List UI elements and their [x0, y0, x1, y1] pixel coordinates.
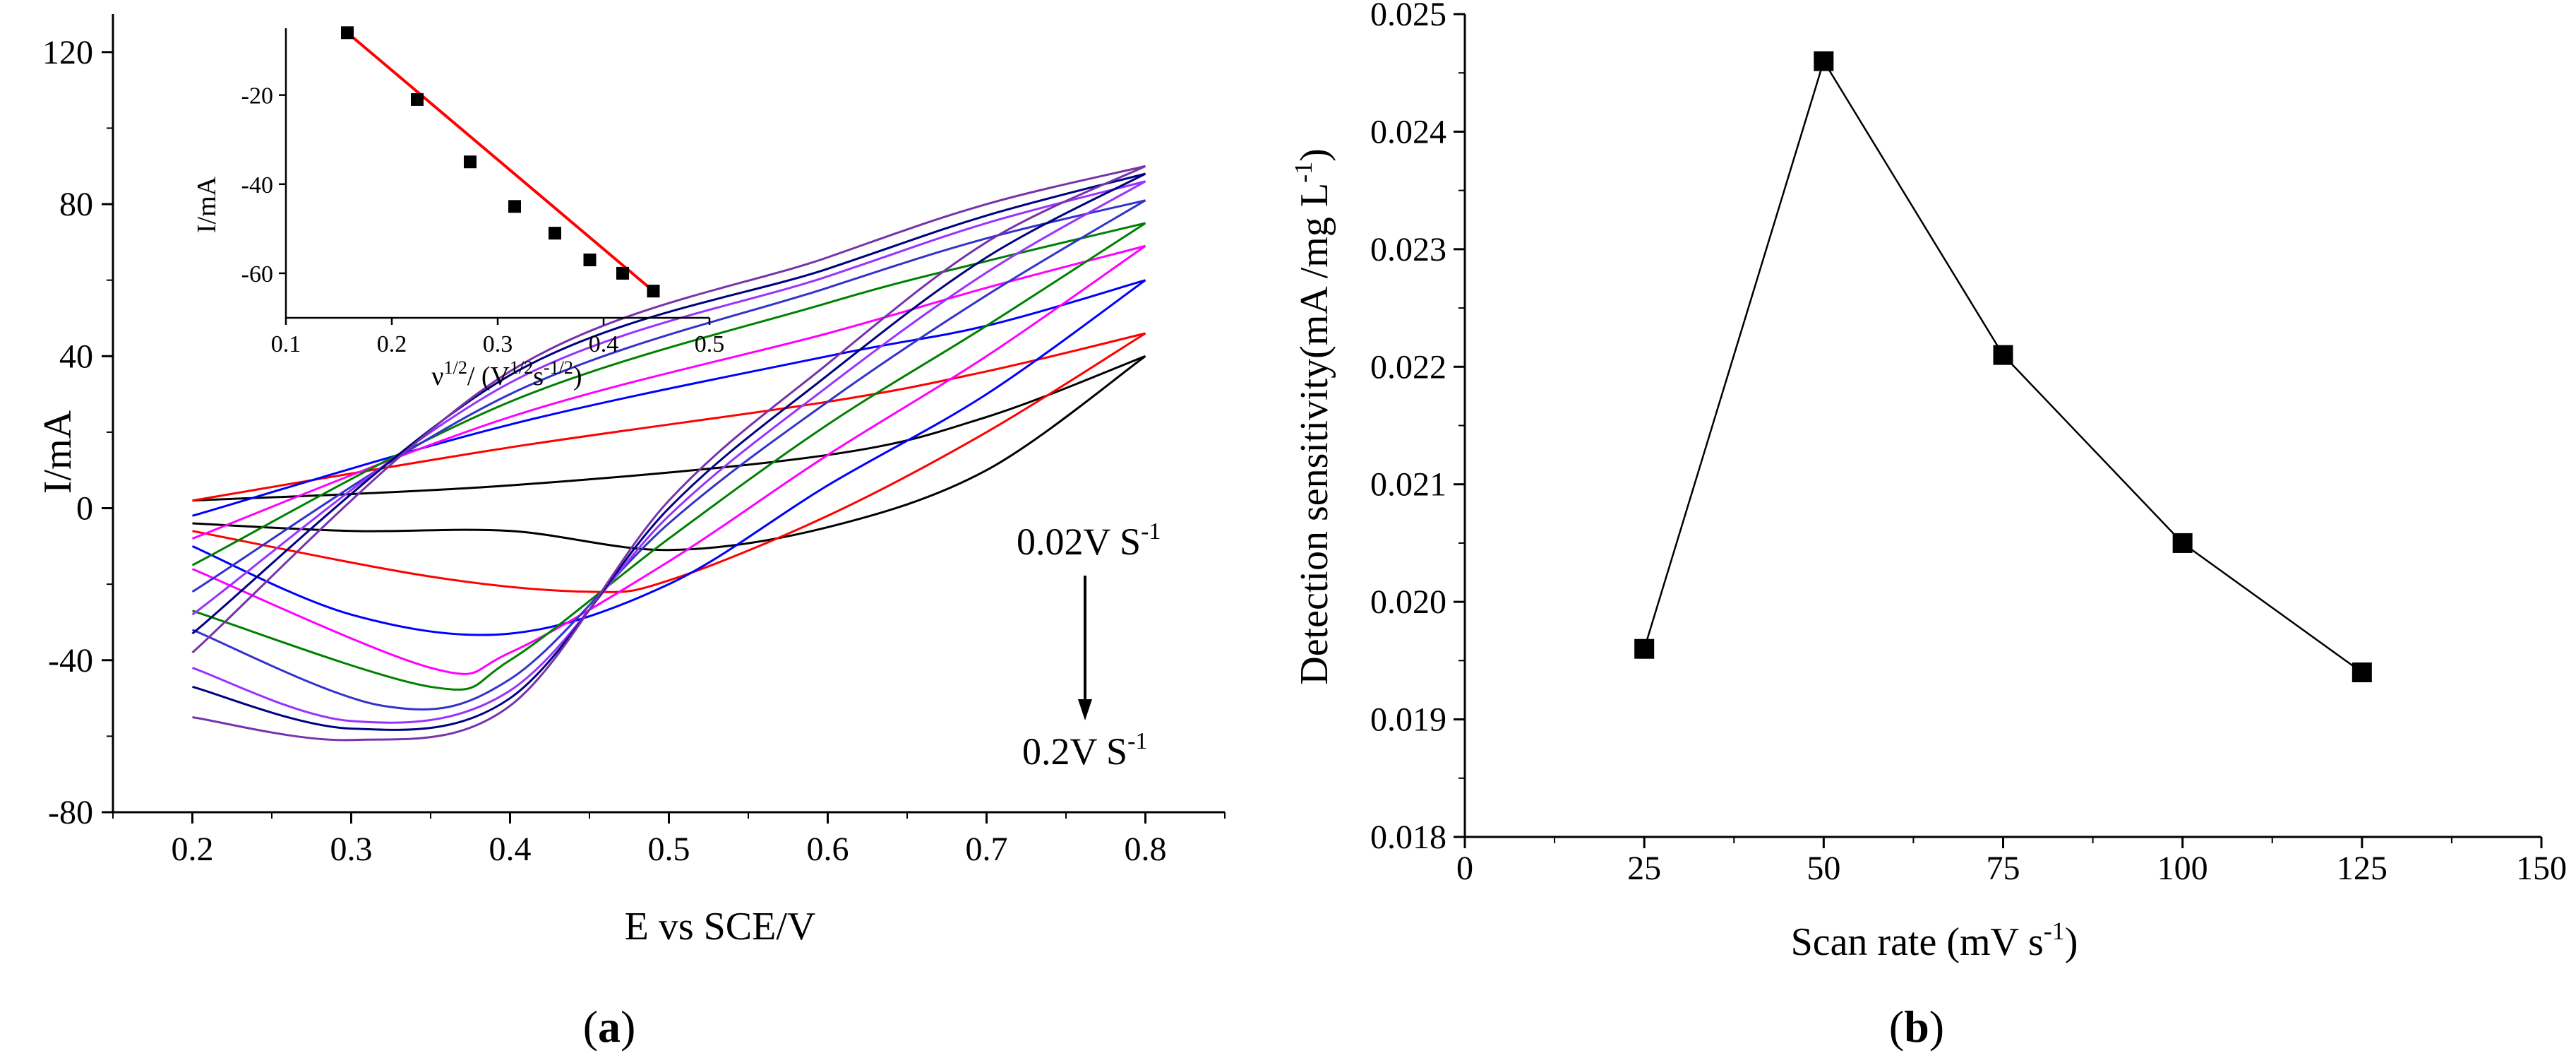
- b-x-tick-label: 0: [1456, 850, 1473, 887]
- y-tick-label: 40: [59, 338, 93, 375]
- b-x-tick-label: 25: [1627, 850, 1661, 887]
- inset-plot: [341, 26, 660, 298]
- cv-anodic-curve: [191, 165, 1146, 654]
- inset-x-tick-label: 0.3: [483, 331, 513, 357]
- b-data-point: [1634, 638, 1655, 659]
- b-x-tick-label: 125: [2337, 850, 2388, 887]
- b-y-tick-label: 0.023: [1370, 231, 1446, 268]
- cv-cathodic-curve: [192, 222, 1146, 691]
- cv-cathodic-curve: [191, 279, 1146, 636]
- b-y-tick-label: 0.018: [1370, 819, 1446, 856]
- b-y-tick-label: 0.024: [1370, 113, 1446, 150]
- panel-a-xlabel: E vs SCE/V: [625, 905, 816, 949]
- b-data-point: [1993, 345, 2013, 365]
- cv-cathodic-curve: [192, 180, 1146, 724]
- panel-b: 0 25 50 75 100 125 150 0.018 0.019 0.020 0.021 0.02…: [1289, 0, 2567, 1052]
- inset-y-tick-label: -40: [241, 172, 273, 198]
- panel-a-axes: 0.2 0.3 0.4 0.5 0.6 0.7 0.8 -80 -40 0 40 80 120: [42, 14, 1226, 868]
- inset-fit-line: [346, 31, 654, 292]
- inset-data-point: [341, 26, 354, 40]
- cv-anodic-curve: [192, 332, 1146, 502]
- b-x-tick-label: 100: [2157, 850, 2208, 887]
- inset-data-point: [583, 254, 597, 266]
- inset-axes: 0.1 0.2 0.3 0.4 0.5 -20 -40 -60: [241, 28, 725, 357]
- inset-y-tick-label: -60: [241, 261, 273, 287]
- cv-cathodic-curve: [191, 199, 1146, 711]
- inset-x-tick-label: 0.5: [695, 331, 725, 357]
- cv-anodic-curve: [191, 172, 1146, 635]
- scan-rate-start-label: 0.02V S-1: [1017, 518, 1161, 563]
- panel-b-label: (b): [1889, 1001, 1944, 1052]
- cv-cathodic-curve: [192, 172, 1146, 731]
- inset-x-tick-label: 0.4: [589, 331, 619, 357]
- x-tick-label: 0.8: [1125, 831, 1167, 868]
- inset-ylabel: I/mA: [192, 176, 222, 233]
- cv-anodic-curve: [191, 199, 1146, 593]
- cv-anodic-curve: [192, 279, 1146, 517]
- cv-curves: [191, 165, 1146, 742]
- inset-data-point: [549, 227, 561, 240]
- b-x-tick-label: 50: [1807, 850, 1840, 887]
- panel-b-plot: [1634, 51, 2372, 682]
- cv-cathodic-curve: [192, 332, 1146, 593]
- cv-anodic-curve: [191, 222, 1146, 566]
- inset-data-point: [616, 266, 629, 280]
- y-tick-label: 80: [59, 186, 93, 223]
- b-y-tick-label: 0.019: [1370, 701, 1446, 739]
- b-data-point: [1814, 51, 1834, 71]
- x-tick-label: 0.6: [807, 831, 849, 868]
- panel-b-ylabel: Detection sensitivity(mA /mg L-1): [1289, 148, 1336, 684]
- cv-anodic-curve: [191, 180, 1146, 616]
- b-series-line: [1643, 59, 2363, 674]
- b-x-tick-label: 75: [1987, 850, 2020, 887]
- panel-a: 0.2 0.3 0.4 0.5 0.6 0.7 0.8 -80 -40 0 40 80 120 I/mA…: [36, 14, 1226, 1052]
- inset-xlabel: ν1/2/ (V1/2s-1/2): [431, 357, 582, 391]
- panel-b-xlabel: Scan rate (mV s-1): [1791, 917, 2078, 964]
- inset-x-tick-label: 0.1: [271, 331, 301, 357]
- inset-data-point: [464, 155, 477, 169]
- x-tick-label: 0.3: [330, 831, 373, 868]
- y-tick-label: -40: [48, 642, 93, 679]
- panel-a-label: (a): [583, 1001, 636, 1052]
- panel-b-axes: 0 25 50 75 100 125 150 0.018 0.019 0.020 0.021 0.02…: [1370, 0, 2567, 887]
- x-tick-label: 0.7: [966, 831, 1008, 868]
- inset-data-point: [508, 200, 521, 213]
- y-tick-label: -80: [48, 794, 93, 831]
- b-y-tick-label: 0.025: [1370, 0, 1446, 33]
- y-tick-label: 0: [76, 490, 93, 528]
- b-y-tick-label: 0.022: [1370, 348, 1446, 386]
- b-data-point: [2352, 662, 2372, 682]
- scan-rate-end-label: 0.2V S-1: [1022, 728, 1147, 773]
- inset-data-point: [411, 93, 424, 106]
- b-y-tick-label: 0.021: [1370, 466, 1446, 504]
- cv-cathodic-curve: [192, 165, 1146, 742]
- b-y-tick-label: 0.020: [1370, 583, 1446, 621]
- panel-a-ylabel: I/mA: [36, 410, 80, 494]
- inset-y-tick-label: -20: [241, 83, 273, 109]
- inset-x-tick-label: 0.2: [377, 331, 407, 357]
- b-data-point: [2172, 533, 2193, 553]
- cv-anodic-curve: [192, 355, 1146, 502]
- y-tick-label: 120: [42, 34, 93, 71]
- cv-anodic-curve: [191, 244, 1146, 540]
- b-x-tick-label: 150: [2516, 850, 2567, 887]
- x-tick-label: 0.2: [172, 831, 214, 868]
- inset-chart: 0.1 0.2 0.3 0.4 0.5 -20 -40 -60 I/mA ν1/2/ (V1/…: [192, 26, 724, 391]
- cv-cathodic-curve: [191, 245, 1146, 675]
- x-tick-label: 0.5: [648, 831, 690, 868]
- scan-rate-arrowhead: [1078, 699, 1092, 720]
- cv-cathodic-curve: [192, 355, 1146, 552]
- x-tick-label: 0.4: [489, 831, 532, 868]
- inset-data-point: [647, 285, 660, 298]
